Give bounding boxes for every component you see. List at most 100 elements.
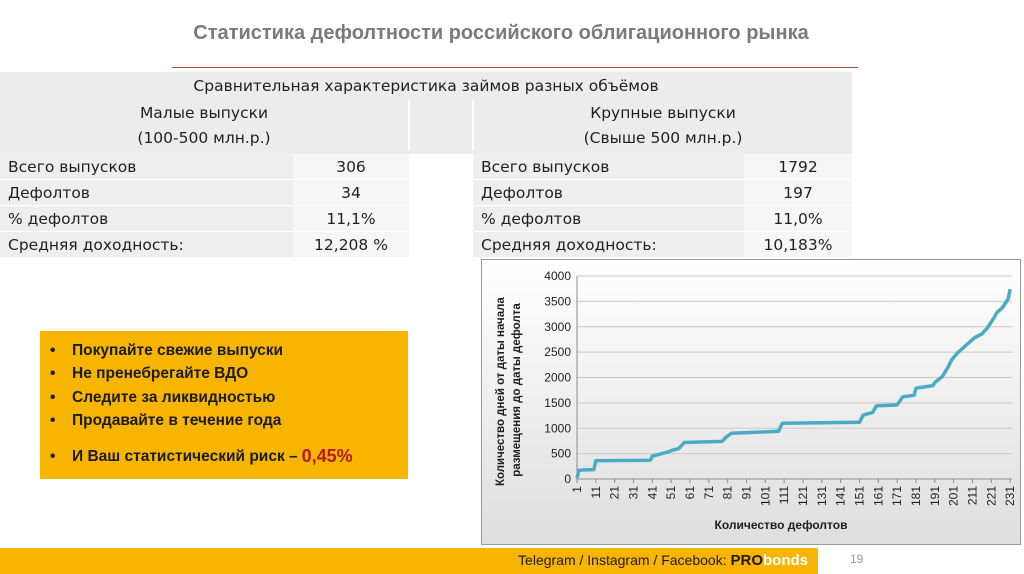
small-row-value: 11,1% (293, 205, 409, 232)
x-tick-label: 131 (815, 486, 829, 506)
slide-title: Статистика дефолтности российского облиг… (193, 22, 809, 44)
row-spacer (409, 154, 473, 180)
x-tick-label: 111 (777, 486, 791, 505)
risk-value: 0,45% (301, 446, 353, 467)
y-tick-label: 500 (551, 447, 571, 461)
bullet-icon: • (50, 412, 56, 430)
x-tick-label: 141 (834, 486, 848, 506)
header-spacer (408, 125, 474, 150)
header-gap (0, 150, 853, 154)
x-tick-label: 201 (947, 486, 961, 506)
tip-text: Покупайте свежие выпуски (72, 341, 284, 359)
x-tick-label: 221 (984, 486, 998, 506)
tip-item: • Следите за ликвидностью (50, 386, 408, 410)
tip-item: • Покупайте свежие выпуски (50, 339, 408, 363)
x-tick-label: 151 (852, 486, 866, 506)
chart-grid (577, 275, 1012, 480)
x-tick-label: 161 (871, 486, 885, 506)
small-issues-title: Малые выпуски (0, 100, 409, 125)
row-spacer (409, 205, 473, 232)
footer-social: Telegram / Instagram / Facebook: (518, 552, 727, 568)
large-row-value: 10,183% (744, 231, 853, 258)
y-tick-label: 2000 (544, 371, 571, 385)
tips-box: • Покупайте свежие выпуски • Не пренебрега… (40, 331, 408, 479)
title-divider (172, 67, 858, 68)
x-tick-label: 181 (909, 486, 923, 506)
footer-bar: Telegram / Instagram / Facebook: PRObond… (0, 548, 818, 574)
row-spacer (409, 231, 473, 258)
chart-canvas: 0 500 1000 1500 2000 2500 3000 3500 4000 1 11 21 31… (495, 269, 1017, 532)
small-row-value: 306 (293, 154, 409, 180)
risk-item: • И Ваш статистический риск –0,45% (50, 445, 408, 469)
comparison-table: Сравнительная характеристика займов разн… (0, 72, 853, 258)
table-row: Средняя доходность: 12,208 % Средняя дох… (0, 231, 853, 258)
large-row-value: 1792 (744, 154, 853, 180)
bullet-icon: • (50, 341, 56, 359)
bullet-icon: • (50, 388, 56, 406)
y-tick-label: 1500 (544, 396, 571, 410)
x-tick-label: 41 (645, 486, 659, 500)
page-number: 19 (850, 552, 864, 566)
y-tick-label: 3500 (544, 294, 571, 308)
y-axis-ticks: 0 500 1000 1500 2000 2500 3000 3500 4000 (544, 269, 571, 486)
table-row: Всего выпусков 306 Всего выпусков 1792 (0, 154, 853, 180)
y-axis-label-line: размещения до даты дефолта (511, 303, 523, 477)
y-tick-label: 3000 (544, 320, 571, 334)
table-row: Дефолтов 34 Дефолтов 197 (0, 179, 853, 206)
x-tick-label: 211 (965, 486, 979, 505)
risk-label: И Ваш статистический риск – (72, 447, 298, 465)
row-spacer (409, 179, 473, 206)
small-row-label: Всего выпусков (0, 154, 293, 180)
brand-bonds: bonds (763, 552, 808, 569)
y-axis-label: Количество дней от даты начала размещени… (495, 294, 523, 486)
x-tick-label: 1 (570, 486, 584, 493)
x-tick-label: 121 (796, 486, 810, 506)
comparison-header: Сравнительная характеристика займов разн… (0, 72, 853, 100)
small-row-label: Средняя доходность: (0, 231, 293, 258)
table-row: % дефолтов 11,1% % дефолтов 11,0% (0, 205, 853, 232)
y-axis-label-line: Количество дней от даты начала (495, 297, 507, 486)
large-issues-range: (Свыше 500 млн.р.) (473, 125, 853, 150)
large-row-value: 11,0% (744, 205, 853, 232)
tip-text: Продавайте в течение года (72, 412, 282, 430)
x-tick-label: 81 (721, 486, 735, 500)
large-row-label: Всего выпусков (473, 154, 744, 180)
x-tick-label: 21 (608, 486, 622, 500)
series-line (575, 288, 1012, 479)
bullet-icon: • (50, 447, 56, 465)
tips-list: • Покупайте свежие выпуски • Не пренебрега… (50, 339, 408, 469)
large-row-label: Дефолтов (473, 179, 744, 206)
tip-text: Не пренебрегайте ВДО (72, 365, 249, 383)
large-issues-title: Крупные выпуски (473, 100, 853, 125)
x-axis-ticks: 1 11 21 31 41 51 61 71 81 91 101 111 121 131 141 151 161… (570, 479, 1017, 506)
x-tick-label: 101 (758, 486, 772, 506)
small-row-value: 34 (293, 179, 409, 206)
x-tick-label: 31 (626, 486, 640, 500)
y-tick-label: 4000 (544, 269, 571, 283)
default-days-chart: 0 500 1000 1500 2000 2500 3000 3500 4000 1 11 21 31… (481, 259, 1021, 545)
x-tick-label: 91 (739, 486, 753, 500)
x-tick-label: 171 (890, 486, 904, 506)
small-row-label: Дефолтов (0, 179, 293, 206)
header-spacer (408, 100, 474, 125)
x-tick-label: 191 (928, 486, 942, 506)
x-tick-label: 231 (1003, 486, 1017, 506)
small-row-value: 12,208 % (293, 231, 409, 258)
small-issues-range: (100-500 млн.р.) (0, 125, 409, 150)
x-axis-label: Количество дефолтов (715, 518, 848, 532)
x-tick-label: 61 (683, 486, 697, 500)
y-tick-label: 0 (564, 472, 571, 486)
tip-item: • Продавайте в течение года (50, 410, 408, 434)
brand-pro: PRO (730, 552, 763, 569)
large-row-label: Средняя доходность: (473, 231, 744, 258)
footer-text: Telegram / Instagram / Facebook: PRObond… (518, 552, 808, 569)
tip-item: • Не пренебрегайте ВДО (50, 363, 408, 387)
bullet-icon: • (50, 365, 56, 383)
y-tick-label: 2500 (544, 345, 571, 359)
y-tick-label: 1000 (544, 421, 571, 435)
tip-text: Следите за ликвидностью (72, 388, 276, 406)
small-row-label: % дефолтов (0, 205, 293, 232)
x-tick-label: 71 (702, 486, 716, 500)
large-row-value: 197 (744, 179, 853, 206)
large-row-label: % дефолтов (473, 205, 744, 232)
